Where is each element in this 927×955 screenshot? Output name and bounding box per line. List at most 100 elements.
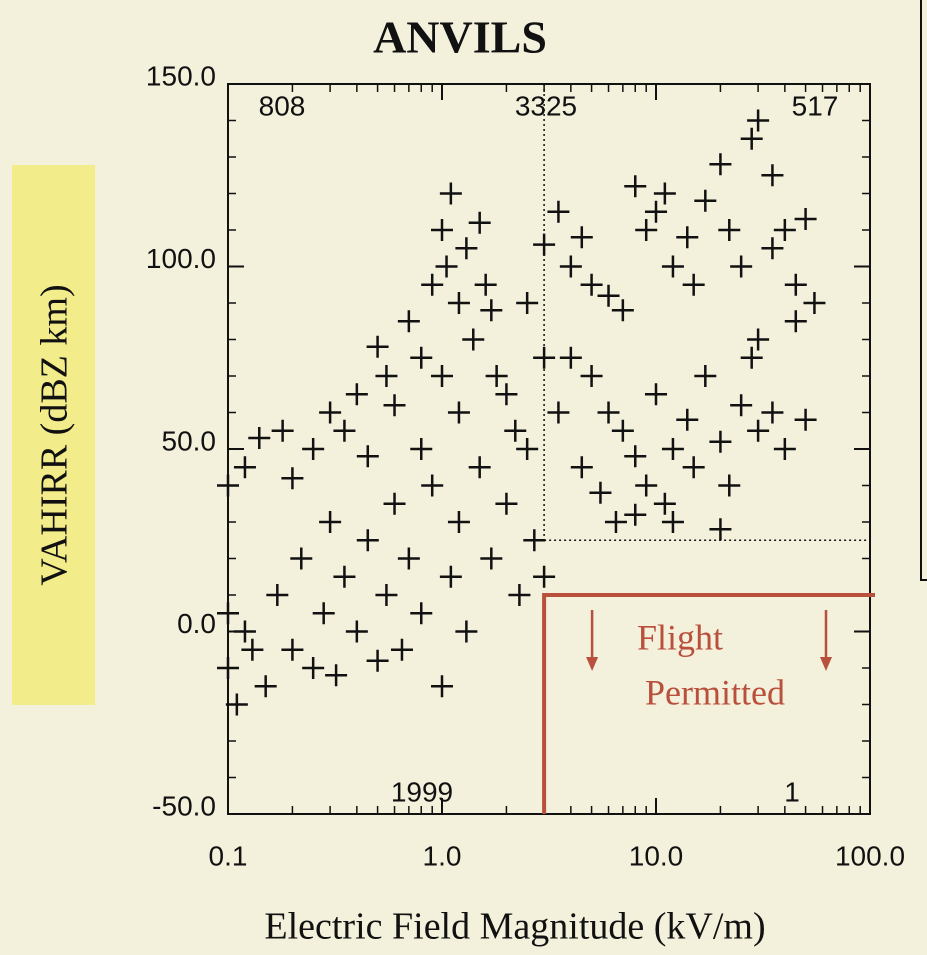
point xyxy=(468,456,491,479)
point xyxy=(455,237,478,260)
arrow-head xyxy=(586,657,599,671)
point xyxy=(390,638,413,661)
point xyxy=(645,200,667,223)
point xyxy=(410,346,433,369)
point xyxy=(589,481,612,504)
flight-region-label: Flight xyxy=(637,617,723,657)
point xyxy=(248,427,271,450)
point xyxy=(597,284,620,307)
point xyxy=(302,657,325,679)
point xyxy=(439,565,462,588)
point xyxy=(547,200,570,223)
region-count: 1 xyxy=(784,776,800,807)
point xyxy=(312,602,335,625)
point xyxy=(773,219,796,241)
point xyxy=(611,419,634,442)
point xyxy=(480,547,503,570)
point xyxy=(709,518,732,541)
point xyxy=(773,438,796,460)
point xyxy=(421,474,444,497)
point xyxy=(281,638,304,661)
point xyxy=(682,273,705,296)
region-count: 517 xyxy=(792,90,839,121)
y-tick-label: 100.0 xyxy=(146,243,216,274)
point xyxy=(747,419,770,442)
point xyxy=(319,401,342,424)
point xyxy=(570,226,593,249)
point xyxy=(356,529,379,552)
point xyxy=(718,219,741,241)
point xyxy=(624,445,647,468)
point xyxy=(516,292,539,314)
point xyxy=(682,456,705,479)
point xyxy=(523,529,546,552)
point xyxy=(730,255,753,278)
point xyxy=(383,394,406,417)
point xyxy=(480,299,503,322)
point xyxy=(462,328,485,351)
point xyxy=(730,394,753,417)
arrow-head xyxy=(820,657,832,671)
point xyxy=(455,620,478,643)
point xyxy=(319,511,342,533)
point xyxy=(281,467,304,490)
label-highlight xyxy=(12,165,95,705)
point xyxy=(794,208,817,231)
point xyxy=(661,438,684,460)
point xyxy=(559,255,582,278)
point xyxy=(504,419,527,442)
point xyxy=(533,565,556,588)
point xyxy=(447,511,470,533)
point xyxy=(290,547,313,570)
point xyxy=(740,127,763,150)
point xyxy=(661,511,684,533)
point xyxy=(508,584,531,606)
chart-title: ANVILS xyxy=(373,12,547,63)
y-axis-label: VAHIRR (dBZ km) xyxy=(34,284,76,585)
x-tick-label: 0.1 xyxy=(209,840,248,871)
point xyxy=(559,346,582,369)
flight-region xyxy=(542,593,875,814)
point xyxy=(784,273,807,296)
point xyxy=(474,273,497,296)
point xyxy=(624,175,647,198)
point xyxy=(241,638,264,661)
point xyxy=(345,620,368,643)
y-tick-label: 150.0 xyxy=(146,60,216,91)
point xyxy=(495,492,518,515)
point xyxy=(333,419,356,442)
y-tick-label: -50.0 xyxy=(152,790,216,821)
point xyxy=(439,182,462,205)
point xyxy=(302,438,325,460)
side-panel-frame xyxy=(920,0,927,581)
y-tick-label: 50.0 xyxy=(162,425,217,456)
point xyxy=(803,292,826,314)
point xyxy=(611,299,634,322)
point xyxy=(794,408,817,431)
point xyxy=(661,255,684,278)
point xyxy=(356,445,379,468)
region-count: 3325 xyxy=(515,90,577,121)
region-count: 808 xyxy=(259,90,306,121)
point xyxy=(747,328,770,351)
point xyxy=(676,226,699,249)
point xyxy=(645,383,667,406)
point xyxy=(653,492,676,515)
point xyxy=(397,547,420,570)
point xyxy=(709,430,732,453)
point xyxy=(325,664,348,687)
point xyxy=(447,292,470,314)
point xyxy=(694,189,717,212)
point xyxy=(709,153,732,176)
flight-region-label: Permitted xyxy=(645,672,785,712)
point xyxy=(431,675,453,698)
point xyxy=(653,182,676,205)
point xyxy=(410,602,433,625)
point xyxy=(333,565,356,588)
point xyxy=(580,273,603,296)
x-tick-label: 1.0 xyxy=(423,840,462,871)
point xyxy=(635,474,658,497)
point xyxy=(485,365,508,387)
